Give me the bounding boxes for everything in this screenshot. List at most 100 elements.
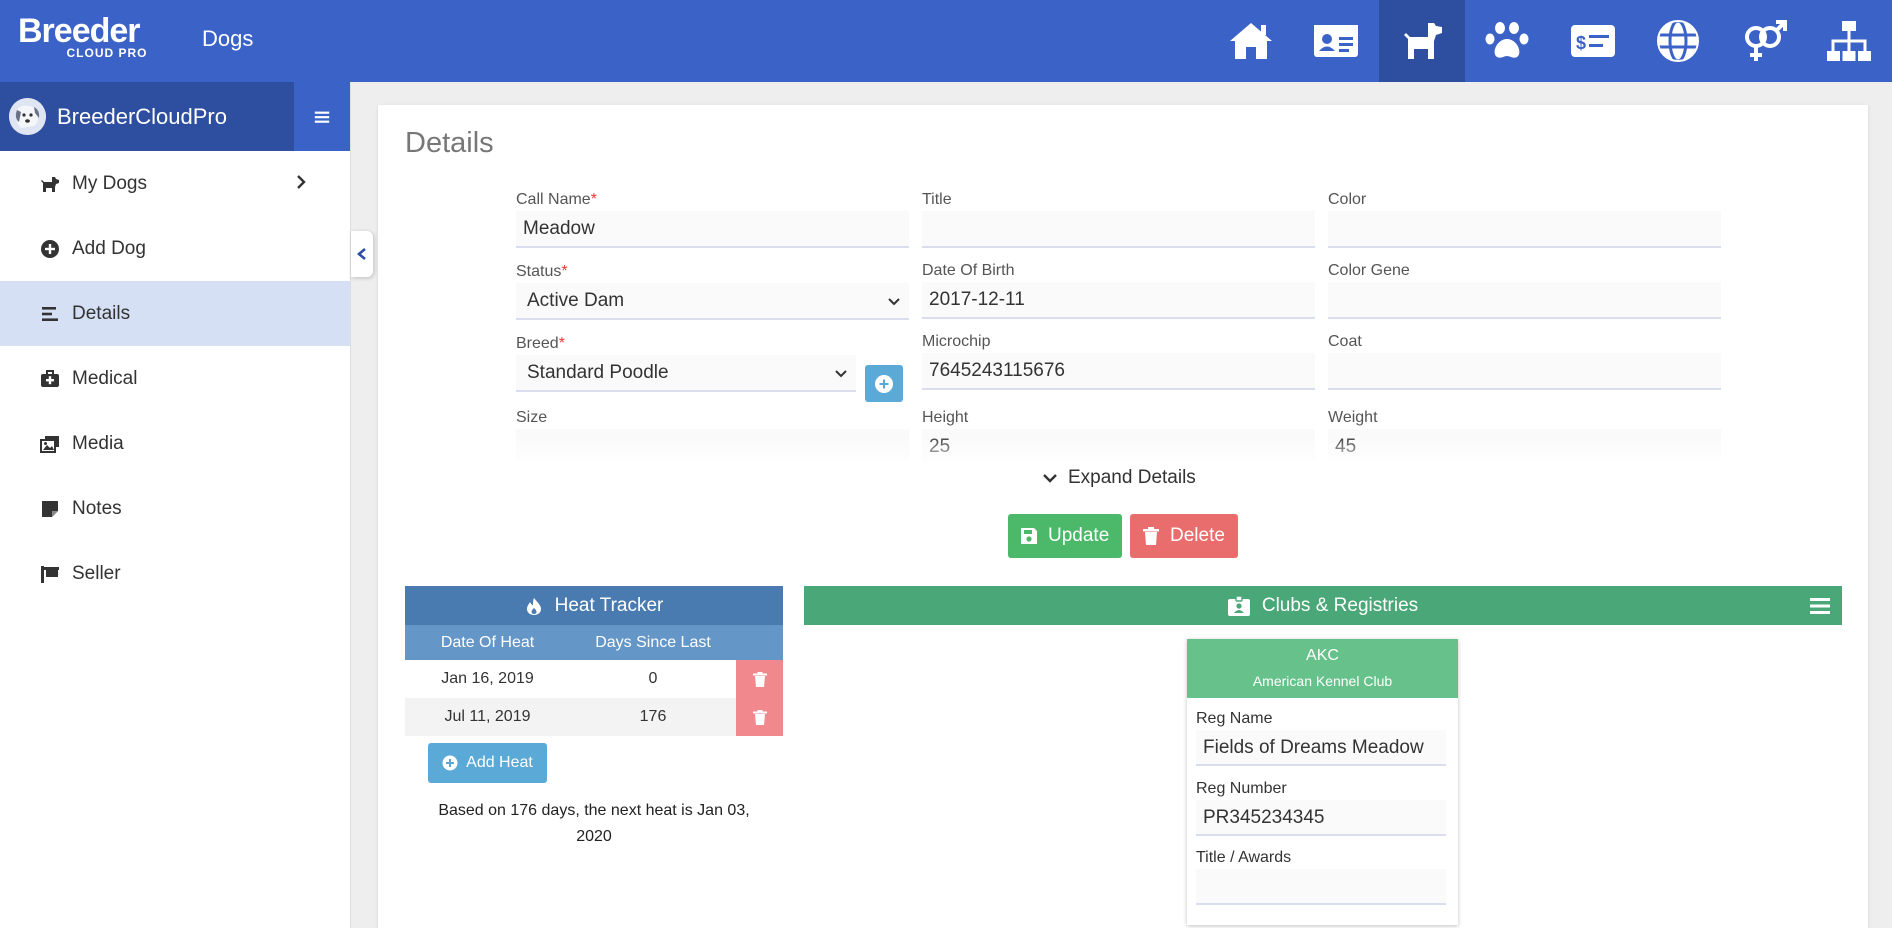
nav-pairings-button[interactable] <box>1721 0 1807 82</box>
nav-home-button[interactable] <box>1208 0 1294 82</box>
coat-label: Coat <box>1328 333 1362 350</box>
required-marker: * <box>558 335 565 352</box>
nav-litters-button[interactable] <box>1465 0 1551 82</box>
chevron-left-icon <box>356 248 366 260</box>
title-awards-input[interactable] <box>1196 869 1446 905</box>
coat-input[interactable] <box>1328 353 1721 390</box>
registry-card-header: AKC American Kennel Club <box>1187 639 1458 698</box>
photos-icon <box>40 435 59 453</box>
nav-dogs-button[interactable] <box>1379 0 1465 82</box>
chevron-down-icon <box>888 298 900 306</box>
reg-number-input[interactable]: PR345234345 <box>1196 800 1446 836</box>
home-icon <box>1229 23 1272 59</box>
logo[interactable]: Breeder CLOUD PRO <box>18 12 147 60</box>
date-of-birth-input[interactable]: 2017-12-11 <box>922 282 1315 319</box>
title-input[interactable] <box>922 211 1315 248</box>
sticky-note-icon <box>42 500 58 517</box>
reg-name-input[interactable]: Fields of Dreams Meadow <box>1196 730 1446 766</box>
sign-icon <box>41 565 59 583</box>
required-marker: * <box>561 263 568 280</box>
sidebar-toggle-button[interactable] <box>294 82 350 151</box>
coat-field-group: Coat <box>1328 333 1721 390</box>
heat-table-header: Date Of Heat Days Since Last <box>405 625 783 660</box>
align-left-icon <box>42 306 58 321</box>
call-name-input[interactable]: Meadow <box>516 211 909 248</box>
nav-pedigree-button[interactable] <box>1807 0 1892 82</box>
sidebar-item-medical[interactable]: Medical <box>0 346 350 411</box>
breed-select[interactable]: Standard Poodle <box>516 355 856 392</box>
call-name-field-group: Call Name* Meadow <box>516 191 909 248</box>
weight-field-group: Weight 45 <box>1328 409 1721 461</box>
chevron-right-icon <box>297 175 306 189</box>
trash-icon <box>1143 527 1159 545</box>
size-label: Size <box>516 409 548 426</box>
reg-number-field-group: Reg Number PR345234345 <box>1196 780 1446 836</box>
registry-name: American Kennel Club <box>1252 673 1393 689</box>
breed-field-group: Breed* Standard Poodle <box>516 335 856 392</box>
title-awards-label: Title / Awards <box>1196 849 1292 866</box>
plus-circle-icon <box>41 239 59 258</box>
heat-days-cell: 0 <box>648 670 658 687</box>
column-header-date: Date Of Heat <box>440 633 535 651</box>
clubs-registries-title: Clubs & Registries <box>1261 594 1419 616</box>
dog-avatar-icon <box>9 98 46 135</box>
svg-text:$: $ <box>1576 33 1586 53</box>
sidebar-item-label: Media <box>72 432 124 454</box>
add-heat-button[interactable]: Add Heat <box>428 743 547 783</box>
sidebar-item-my-dogs[interactable]: My Dogs <box>0 151 350 216</box>
nav-contacts-button[interactable] <box>1294 0 1380 82</box>
weight-input[interactable]: 45 <box>1328 429 1721 461</box>
section-title: Dogs <box>202 26 254 51</box>
gender-icon <box>1744 20 1787 61</box>
top-nav: $ <box>1208 0 1892 82</box>
height-input[interactable]: 25 <box>922 429 1315 461</box>
sidebar-item-label: Details <box>72 302 131 324</box>
microchip-input[interactable]: 7645243115676 <box>922 353 1315 390</box>
clubs-registries-header: Clubs & Registries <box>804 586 1842 625</box>
chevron-down-icon <box>1043 474 1057 483</box>
heat-tracker-panel: Heat Tracker Date Of Heat Days Since Las… <box>405 586 783 845</box>
delete-button[interactable]: Delete <box>1130 514 1238 558</box>
call-name-label: Call Name* <box>516 191 597 208</box>
sidebar-item-label: Medical <box>72 367 138 389</box>
avatar[interactable] <box>9 98 46 135</box>
color-gene-input[interactable] <box>1328 282 1721 319</box>
globe-icon <box>1657 19 1700 63</box>
status-select[interactable]: Active Dam <box>516 283 909 320</box>
plus-circle-icon <box>875 374 893 393</box>
breed-select-value: Standard Poodle <box>527 362 669 383</box>
sidebar-brand: BreederCloudPro <box>57 104 227 129</box>
update-button[interactable]: Update <box>1008 514 1122 558</box>
sidebar-collapse-button[interactable] <box>351 231 373 277</box>
details-card: Details Call Name* Meadow Title Color St… <box>378 105 1868 928</box>
color-gene-label: Color Gene <box>1328 262 1410 279</box>
required-marker: * <box>590 191 597 208</box>
delete-heat-button[interactable] <box>736 660 783 698</box>
menu-icon <box>314 111 330 123</box>
add-breed-button[interactable] <box>865 365 903 402</box>
nav-finance-button[interactable]: $ <box>1550 0 1636 82</box>
sidebar-item-media[interactable]: Media <box>0 411 350 476</box>
logo-main-text: Breeder <box>18 12 141 50</box>
breed-label: Breed* <box>516 335 565 352</box>
sidebar-item-seller[interactable]: Seller <box>0 541 350 606</box>
sidebar-item-notes[interactable]: Notes <box>0 476 350 541</box>
sidebar-item-label: Notes <box>72 497 122 519</box>
id-badge-icon <box>1227 595 1250 616</box>
microchip-field-group: Microchip 7645243115676 <box>922 333 1315 390</box>
expand-details-toggle[interactable]: Expand Details <box>1042 467 1196 489</box>
nav-website-button[interactable] <box>1636 0 1722 82</box>
update-button-label: Update <box>1048 525 1110 546</box>
sitemap-icon <box>1827 21 1872 61</box>
size-input[interactable] <box>516 429 909 461</box>
column-header-actions <box>736 625 783 660</box>
color-label: Color <box>1328 191 1367 208</box>
heat-days-cell: 176 <box>639 708 667 725</box>
heat-tracker-header: Heat Tracker <box>405 586 783 625</box>
sidebar-item-details[interactable]: Details <box>0 281 350 346</box>
delete-heat-button[interactable] <box>736 698 783 736</box>
delete-button-label: Delete <box>1170 525 1225 546</box>
color-input[interactable] <box>1328 211 1721 248</box>
sidebar-item-add-dog[interactable]: Add Dog <box>0 216 350 281</box>
menu-icon[interactable] <box>1808 594 1832 618</box>
